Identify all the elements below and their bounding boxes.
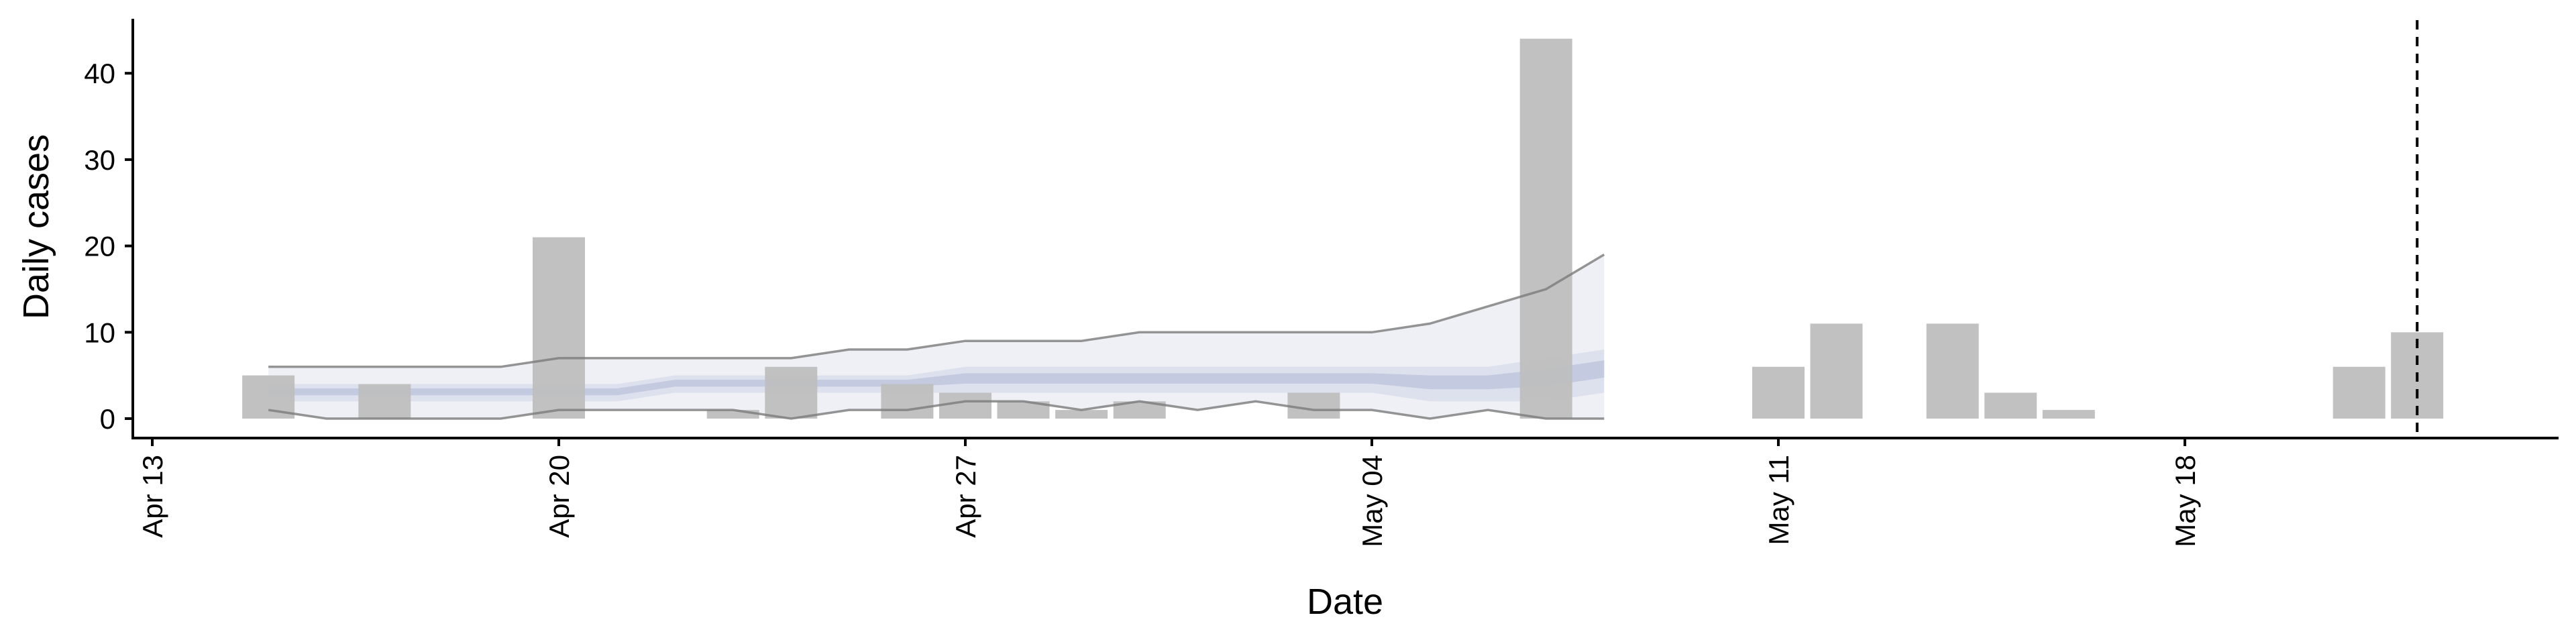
x-tick-label-3: May 04	[1356, 455, 1388, 547]
x-tick-label-4: May 11	[1763, 455, 1794, 545]
band-50	[268, 350, 1605, 402]
y-tick-label-40: 40	[84, 58, 115, 89]
y-tick-label-20: 20	[84, 231, 115, 262]
x-tick-label-1: Apr 20	[543, 455, 575, 538]
x-axis-title: Date	[1307, 582, 1383, 622]
bar-2020-04-17	[358, 384, 411, 419]
y-axis-title: Daily cases	[16, 134, 56, 319]
upper-bound-line	[268, 253, 1605, 368]
bar-2020-05-21	[2332, 366, 2385, 419]
bar-2020-04-29	[1055, 410, 1108, 419]
y-tick-label-0: 0	[100, 403, 115, 435]
bar-2020-05-15	[1984, 392, 2037, 419]
bar-2020-04-27	[939, 392, 991, 419]
nowcast-bound-lines	[268, 253, 1605, 420]
x-tick-label-0: Apr 13	[137, 455, 168, 538]
bar-2020-05-07	[1519, 38, 1572, 419]
bar-2020-04-24	[765, 366, 818, 419]
y-tick-label-30: 30	[84, 144, 115, 176]
x-tick-label-5: May 18	[2169, 455, 2201, 547]
lower-bound-line	[268, 400, 1605, 420]
bar-2020-05-03	[1287, 392, 1340, 419]
bar-2020-04-26	[881, 384, 934, 419]
bar-2020-04-20	[533, 237, 585, 419]
bar-2020-05-11	[1752, 366, 1805, 419]
observed-bars	[242, 38, 2444, 419]
band-inner	[268, 360, 1605, 396]
nowcast-bands	[268, 254, 1605, 419]
axes	[131, 19, 2559, 439]
y-tick-label-10: 10	[84, 317, 115, 348]
bar-2020-05-16	[2042, 410, 2095, 419]
bar-2020-04-23	[706, 410, 759, 419]
bar-2020-05-14	[1926, 323, 1979, 419]
x-tick-label-2: Apr 27	[950, 455, 981, 538]
y-ticks: 0 10 20 30 40	[84, 58, 133, 435]
x-ticks: Apr 13 Apr 20 Apr 27 May 04 May 11 May 18	[137, 438, 2201, 547]
bar-2020-05-12	[1810, 323, 1863, 419]
